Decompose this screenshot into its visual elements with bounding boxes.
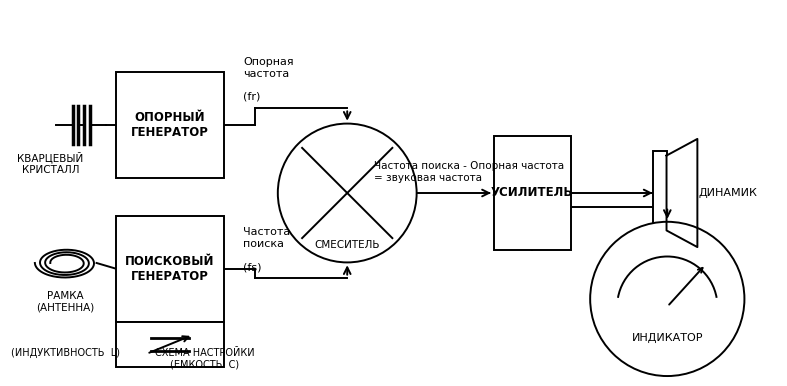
Bar bbox=[116, 322, 224, 367]
Text: ОПОРНЫЙ
ГЕНЕРАТОР: ОПОРНЫЙ ГЕНЕРАТОР bbox=[131, 111, 209, 139]
Bar bbox=[493, 136, 571, 250]
Text: СМЕСИТЕЛЬ: СМЕСИТЕЛЬ bbox=[315, 240, 380, 250]
Text: ПОИСКОВЫЙ
ГЕНЕРАТОР: ПОИСКОВЫЙ ГЕНЕРАТОР bbox=[125, 255, 215, 283]
Text: (ИНДУКТИВНОСТЬ  L): (ИНДУКТИВНОСТЬ L) bbox=[11, 348, 120, 358]
Bar bbox=[652, 151, 667, 235]
Text: Опорная
частота

(fr): Опорная частота (fr) bbox=[243, 57, 294, 102]
Ellipse shape bbox=[590, 222, 745, 376]
Bar bbox=[116, 72, 224, 178]
Ellipse shape bbox=[278, 124, 416, 262]
Text: Частота поиска - Опорная частота
= звуковая частота: Частота поиска - Опорная частота = звуко… bbox=[375, 161, 564, 183]
Text: ДИНАМИК: ДИНАМИК bbox=[698, 188, 757, 198]
Polygon shape bbox=[667, 139, 697, 247]
Text: РАМКА
(АНТЕННА): РАМКА (АНТЕННА) bbox=[36, 291, 95, 313]
Text: СХЕМА НАСТРОЙКИ
(ЕМКОСТЬ  С): СХЕМА НАСТРОЙКИ (ЕМКОСТЬ С) bbox=[155, 348, 254, 370]
Text: ИНДИКАТОР: ИНДИКАТОР bbox=[631, 333, 703, 343]
Text: УСИЛИТЕЛЬ: УСИЛИТЕЛЬ bbox=[491, 186, 574, 200]
Text: КВАРЦЕВЫЙ
КРИСТАЛЛ: КВАРЦЕВЫЙ КРИСТАЛЛ bbox=[17, 151, 83, 175]
Bar bbox=[116, 216, 224, 322]
Text: Частота
поиска

(fs): Частота поиска (fs) bbox=[243, 227, 290, 272]
